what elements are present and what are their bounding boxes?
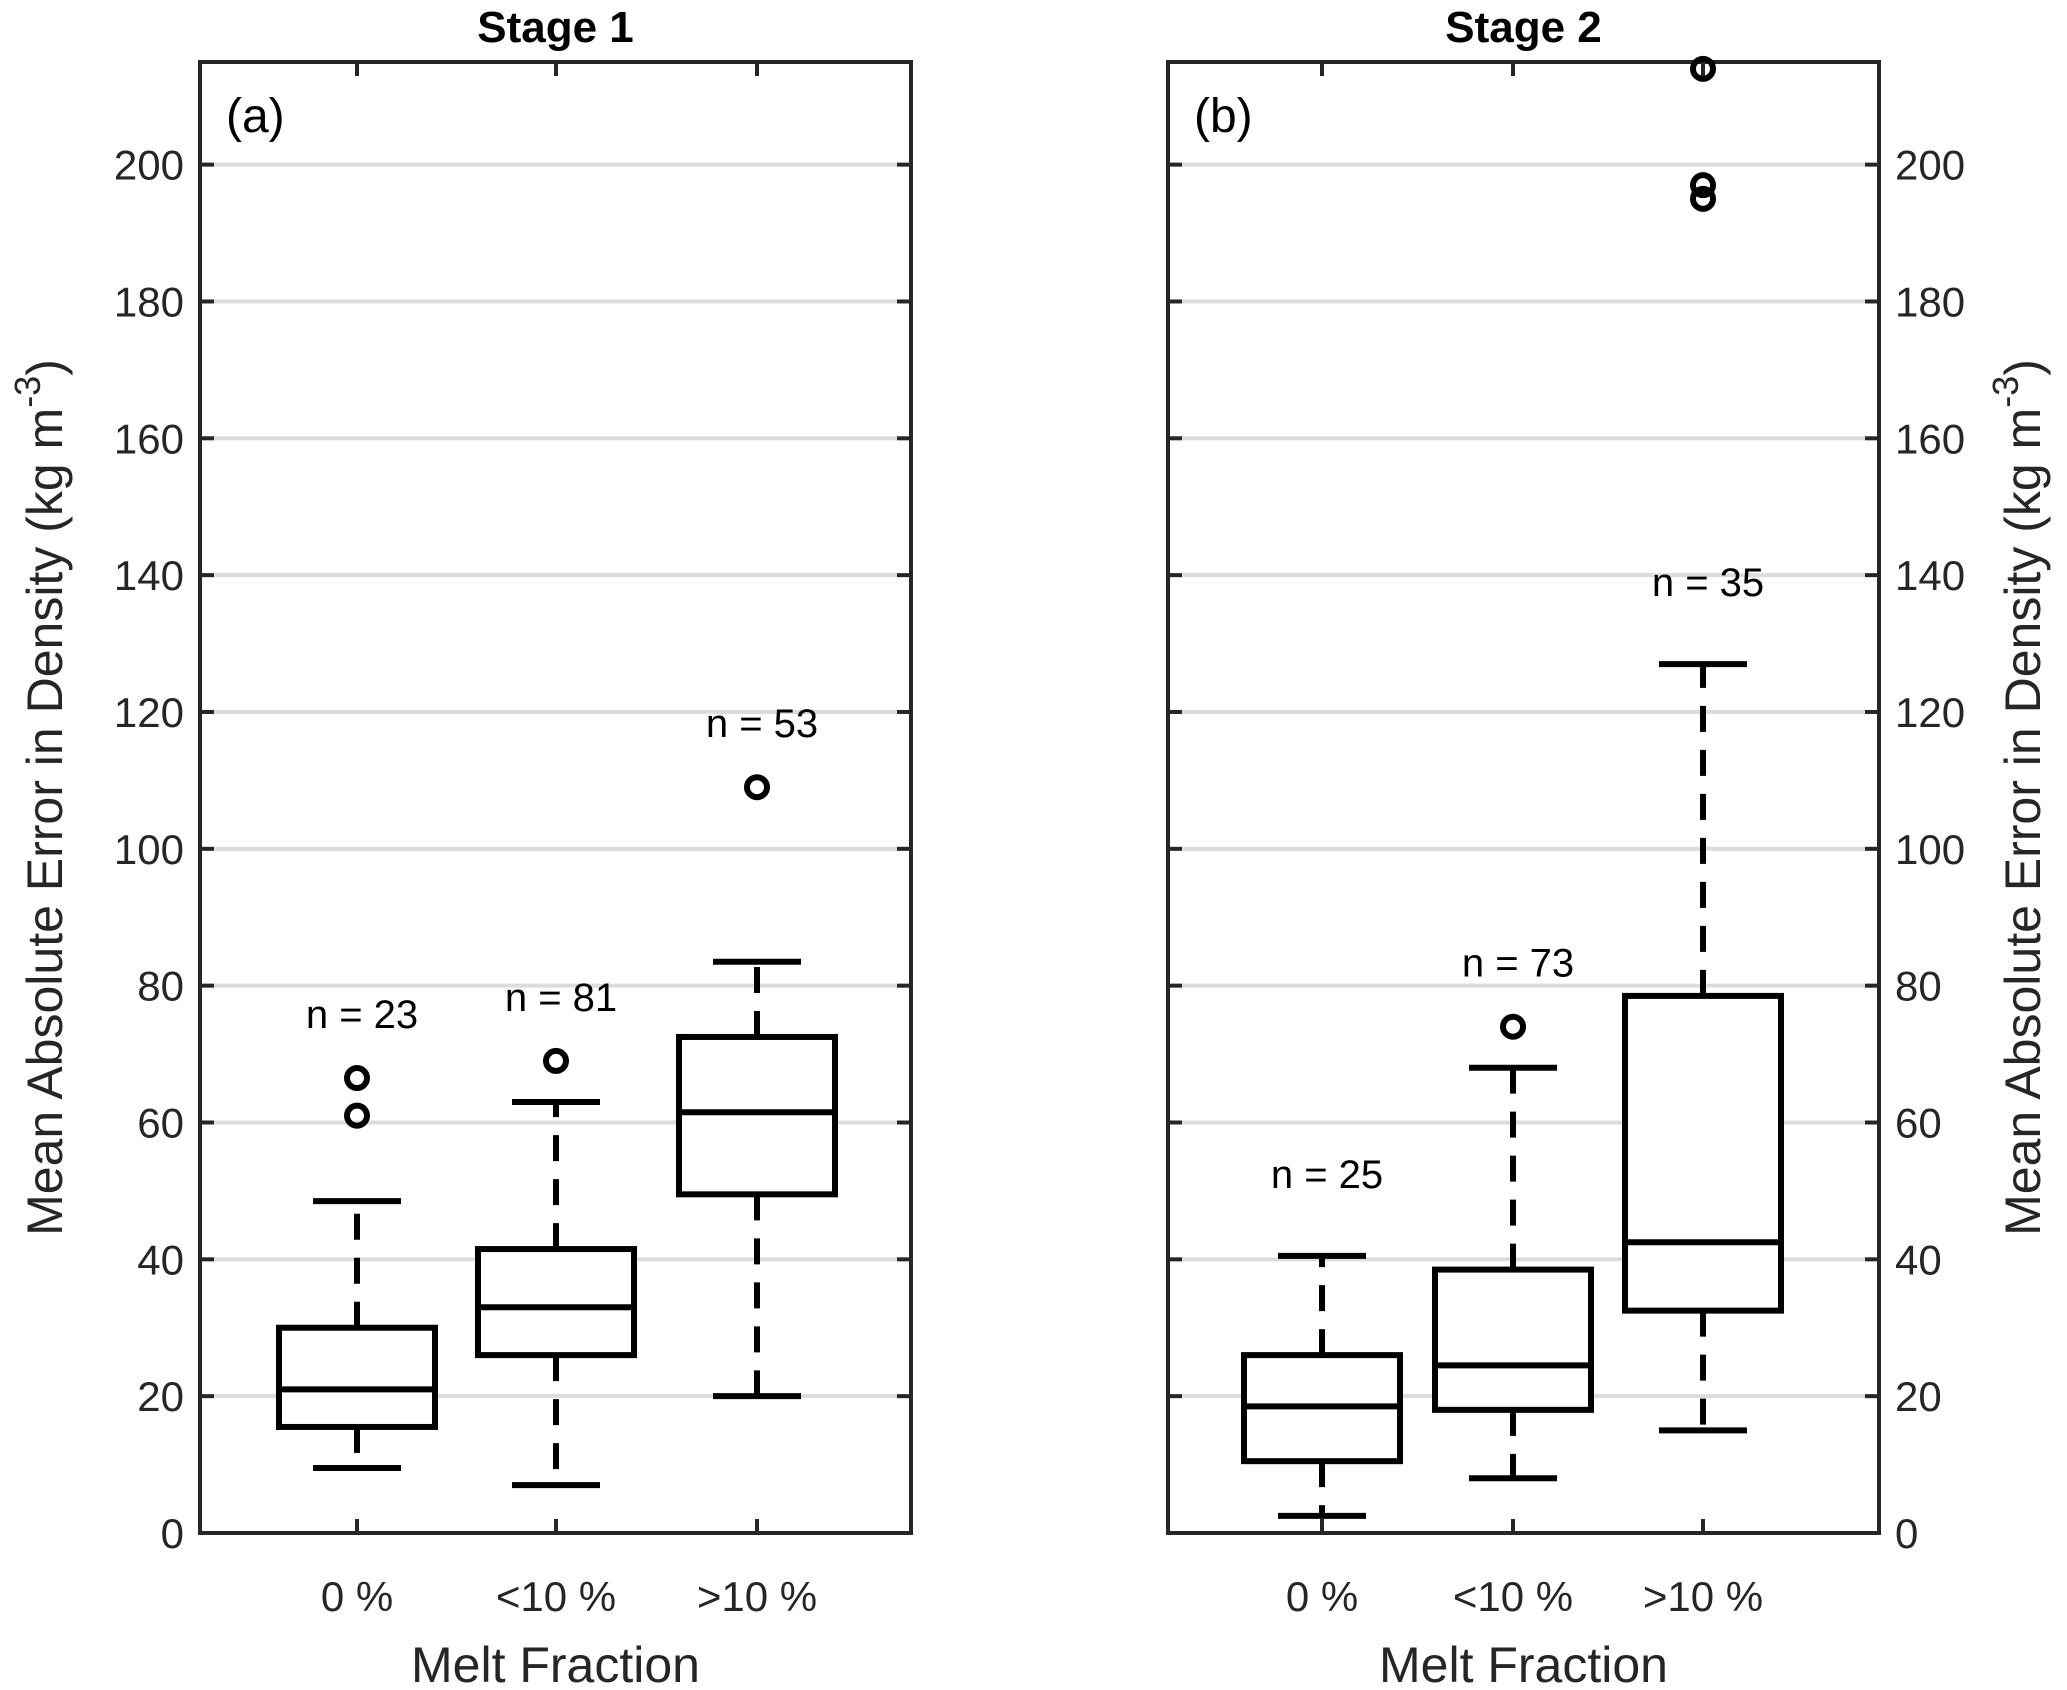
- p2-xlabel: Melt Fraction: [1379, 1637, 1668, 1690]
- p1-box-1: n = 81: [475, 976, 637, 1489]
- p1-ytick-label-140: 140: [114, 552, 184, 599]
- p2-box-2-iqr: [1622, 992, 1784, 1314]
- p1-ylabel: Mean Absolute Error in Density (kg m-3): [7, 359, 73, 1236]
- p1-xlabel: Melt Fraction: [411, 1637, 700, 1690]
- p1-ytick-label-80: 80: [137, 963, 184, 1010]
- p2-box-1: n = 73: [1432, 942, 1594, 1482]
- p2-box-1-outlier-0: [1500, 1013, 1526, 1040]
- p1-box-0-outlier-1: [344, 1065, 370, 1092]
- p1-xtick-label-0: 0 %: [321, 1573, 393, 1620]
- p1-ytick-label-160: 160: [114, 415, 184, 462]
- p2-ylabel-close: ): [1995, 359, 2051, 376]
- p1-box-1-count-label: n = 81: [505, 976, 617, 1020]
- p1-ytick-label-120: 120: [114, 689, 184, 736]
- p1-xtick-label-1: <10 %: [496, 1573, 616, 1620]
- p2-ytick-label-40: 40: [1895, 1236, 1942, 1283]
- p1-ylabel-exponent: -3: [7, 376, 48, 408]
- p2-box-0: n = 25: [1241, 1153, 1403, 1519]
- p2-box-0-count-label: n = 25: [1271, 1153, 1383, 1197]
- p2-panel-label: (b): [1194, 90, 1253, 143]
- p2-ylabel: Mean Absolute Error in Density (kg m-3): [1985, 359, 2051, 1236]
- p2-ytick-label-80: 80: [1895, 963, 1942, 1010]
- p1-ytick-label-20: 20: [137, 1373, 184, 1420]
- p2-ytick-label-200: 200: [1895, 142, 1965, 189]
- p1-box-2: n = 53: [676, 702, 838, 1400]
- p1-box-0-outlier-0: [344, 1102, 370, 1129]
- p2-box-1-count-label: n = 73: [1462, 942, 1574, 986]
- p2-box-2-outlier-1: [1690, 172, 1716, 199]
- p2-ytick-label-60: 60: [1895, 1099, 1942, 1146]
- p2-xtick-label-1: <10 %: [1453, 1573, 1573, 1620]
- p2-box-2-outlier-0: [1690, 185, 1716, 212]
- p1-ytick-label-180: 180: [114, 278, 184, 325]
- p1-box-0-iqr: [276, 1324, 438, 1430]
- p2-ytick-label-0: 0: [1895, 1510, 1918, 1557]
- p2-box-2-count-label: n = 35: [1652, 561, 1764, 605]
- p2-ylabel-exponent: -3: [1985, 376, 2026, 408]
- p1-title: Stage 1: [477, 3, 634, 52]
- p2-ytick-label-20: 20: [1895, 1373, 1942, 1420]
- p1-ytick-label-200: 200: [114, 142, 184, 189]
- p1-panel-label: (a): [226, 90, 285, 143]
- p1-xtick-label-2: >10 %: [697, 1573, 817, 1620]
- p1-box-2-iqr: [676, 1033, 838, 1198]
- p2-box-1-iqr: [1432, 1266, 1594, 1413]
- p1-box-2-count-label: n = 53: [706, 702, 818, 746]
- p1-ytick-label-100: 100: [114, 826, 184, 873]
- p2-xtick-label-0: 0 %: [1286, 1573, 1358, 1620]
- panel-stage-1: 0 20 40 60 80 100 120 140 160 180 200 0 % <10 % >10 %…: [7, 3, 913, 1690]
- p1-ylabel-main: Mean Absolute Error in Density (kg m: [17, 408, 73, 1236]
- p2-ytick-label-140: 140: [1895, 552, 1965, 599]
- p1-ylabel-close: ): [17, 359, 73, 376]
- p1-ytick-label-0: 0: [161, 1510, 184, 1557]
- panel-stage-2: 0 20 40 60 80 100 120 140 160 180 200 0 % <10 % >10 %…: [1166, 3, 2051, 1690]
- p2-ytick-label-160: 160: [1895, 415, 1965, 462]
- p2-ytick-label-180: 180: [1895, 278, 1965, 325]
- p2-ytick-label-100: 100: [1895, 826, 1965, 873]
- p1-box-2-outlier-0: [744, 774, 770, 801]
- p2-axes-frame: [1166, 60, 1881, 1535]
- p2-box-2: n = 35: [1622, 55, 1784, 1434]
- p2-title: Stage 2: [1445, 3, 1602, 52]
- p1-ytick-label-60: 60: [137, 1099, 184, 1146]
- p1-box-1-iqr: [475, 1246, 637, 1359]
- p1-box-0: n = 23: [276, 993, 438, 1472]
- p2-ytick-label-120: 120: [1895, 689, 1965, 736]
- p2-xtick-label-2: >10 %: [1643, 1573, 1763, 1620]
- p1-ytick-label-40: 40: [137, 1236, 184, 1283]
- p2-ylabel-main: Mean Absolute Error in Density (kg m: [1995, 408, 2051, 1236]
- p1-box-1-outlier-0: [543, 1047, 569, 1074]
- p2-box-2-outlier-2: [1690, 55, 1716, 82]
- p1-box-0-count-label: n = 23: [306, 993, 418, 1037]
